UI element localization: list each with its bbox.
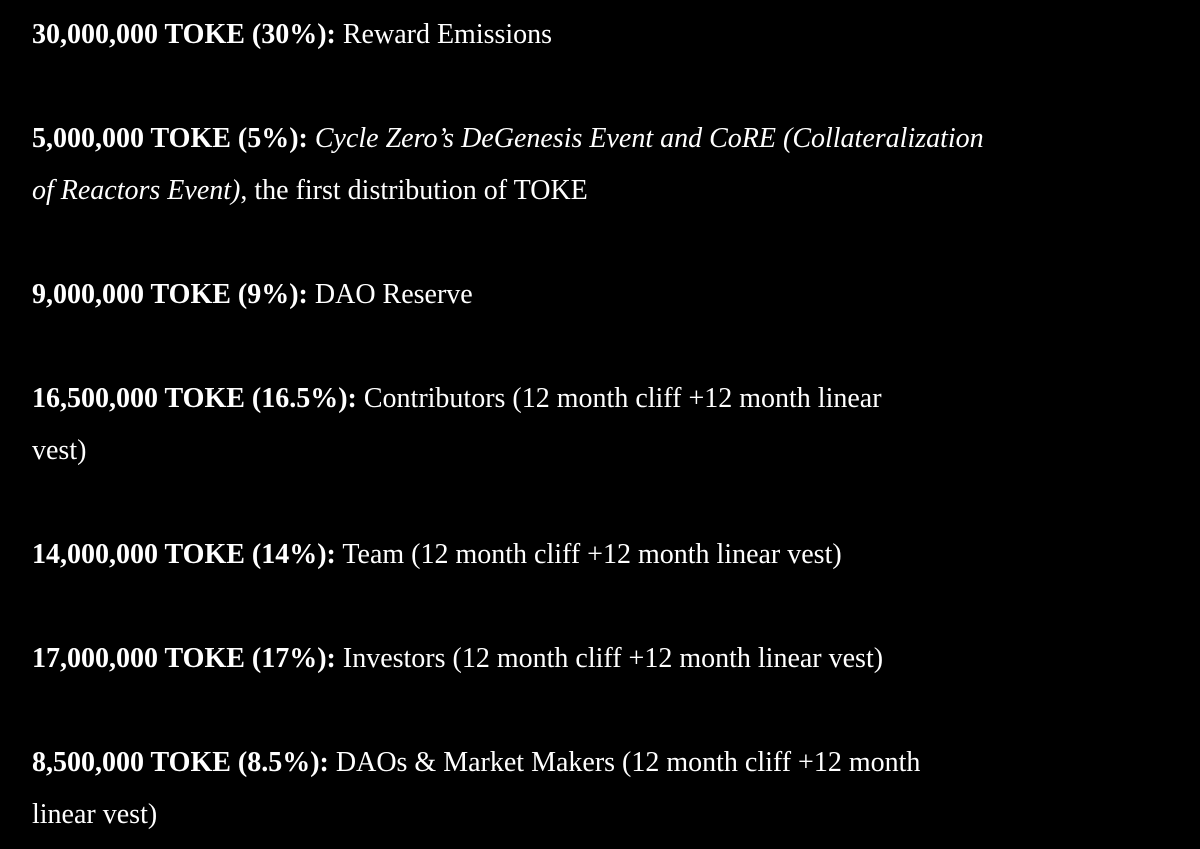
allocation-amount: 9,000,000 TOKE (9%): (32, 279, 308, 310)
allocation-description: Investors (12 month cliff +12 month line… (335, 643, 884, 674)
allocation-amount: 5,000,000 TOKE (5%): (32, 123, 308, 154)
allocation-paragraph-degenesis: 5,000,000 TOKE (5%): Cycle Zero’s DeGene… (32, 113, 1168, 217)
allocation-description-line2: vest) (32, 435, 87, 466)
allocation-amount: 14,000,000 TOKE (14%): (32, 539, 336, 570)
allocation-paragraph-daos-market-makers: 8,500,000 TOKE (8.5%): DAOs & Market Mak… (32, 737, 1168, 841)
allocation-amount: 17,000,000 TOKE (17%): (32, 643, 336, 674)
allocation-description: Team (12 month cliff +12 month linear ve… (335, 539, 842, 570)
allocation-description-line1: DAOs & Market Makers (12 month cliff +12… (328, 747, 921, 778)
allocation-description-line1: Contributors (12 month cliff +12 month l… (356, 383, 882, 414)
allocation-description-line2: linear vest) (32, 799, 158, 830)
allocation-paragraph-reward-emissions: 30,000,000 TOKE (30%): Reward Emissions (32, 9, 1168, 61)
allocation-description: DAO Reserve (307, 279, 473, 310)
allocation-amount: 16,500,000 TOKE (16.5%): (32, 383, 357, 414)
allocation-description-italic-line2: of Reactors Event) (32, 175, 241, 206)
allocation-paragraph-investors: 17,000,000 TOKE (17%): Investors (12 mon… (32, 633, 1168, 685)
allocation-paragraph-team: 14,000,000 TOKE (14%): Team (12 month cl… (32, 529, 1168, 581)
allocation-description-italic-line1: Cycle Zero’s DeGenesis Event and CoRE (C… (307, 123, 984, 154)
allocation-description: Reward Emissions (335, 19, 553, 50)
allocation-paragraph-contributors: 16,500,000 TOKE (16.5%): Contributors (1… (32, 373, 1168, 477)
allocation-amount: 30,000,000 TOKE (30%): (32, 19, 336, 50)
allocation-paragraph-dao-reserve: 9,000,000 TOKE (9%): DAO Reserve (32, 269, 1168, 321)
allocation-description: , the first distribution of TOKE (240, 175, 588, 206)
allocation-amount: 8,500,000 TOKE (8.5%): (32, 747, 329, 778)
